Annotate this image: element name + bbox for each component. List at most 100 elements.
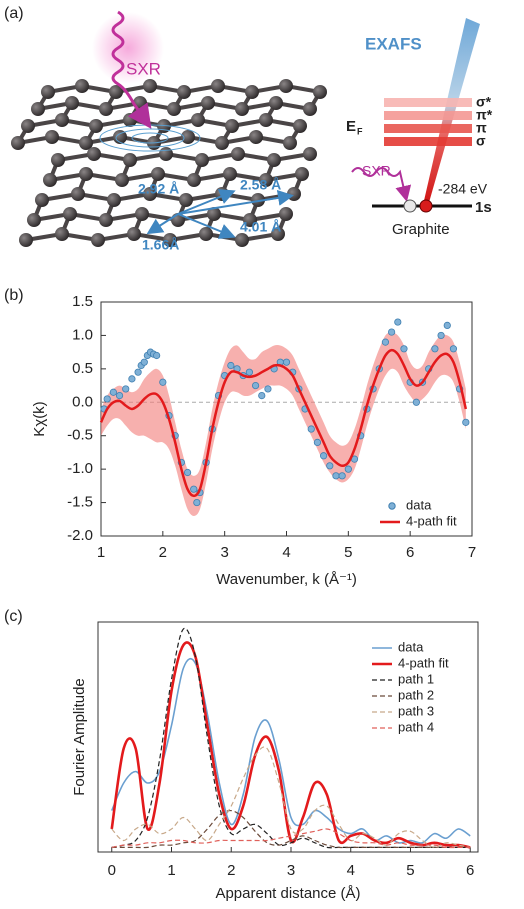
atom [11,136,25,150]
atom [287,187,301,201]
level-label: σ* [476,94,492,110]
atom [303,102,317,116]
x-tick-label: 6 [466,862,474,879]
atom [41,85,55,99]
energy-label: -284 eV [438,181,488,197]
data-point [313,438,322,446]
data-point [307,425,315,433]
legend-label: 4-path fit [406,513,457,528]
atom [245,85,259,99]
atom [235,102,249,116]
atom [313,85,327,99]
charts: (b) 1 2 3 4 5 6 7 1.5 1.0 0.5 0.0 -0.5 -1.0 -1.5 -2.0 Wa… [4,287,479,902]
x-tick-label: 5 [406,862,414,879]
atom [269,96,283,110]
atom [151,167,165,181]
y-tick-label: -2.0 [67,527,93,544]
y-tick-label: -0.5 [67,427,93,444]
atom [21,119,35,133]
level [384,137,472,146]
atom [115,173,129,187]
data-point [122,385,130,393]
distance-arrows [146,189,294,239]
glow [92,12,164,84]
atom [225,119,239,133]
data-point [437,331,445,340]
level-label: π* [476,107,493,123]
distance-label: 1.66Å [142,237,179,253]
fermi-subscript: F [357,126,363,136]
data-point [332,472,340,480]
series-line [99,348,468,498]
atom [71,187,85,201]
data-point [449,345,458,353]
data-point [338,472,346,480]
atom [87,147,101,161]
atom [143,79,157,93]
data-point [183,468,192,477]
atom [107,193,121,207]
x-tick-label: 2 [159,544,167,561]
atom [135,207,149,221]
x-tick-label: 6 [406,544,414,561]
legend-label: 4-path fit [398,655,449,670]
y-axis-label: Fourier Amplitude [71,678,88,796]
series-line [111,746,471,849]
atom [181,130,195,144]
atom [293,119,307,133]
level [384,111,472,120]
x-axis-label: Apparent distance (Å) [215,885,360,902]
atom [99,213,113,227]
data-point [251,381,260,390]
data-point [412,398,420,406]
series-line [111,809,471,849]
confidence-band [101,332,466,516]
atom [243,213,257,227]
atom [259,173,273,187]
fermi-label: E [346,118,356,135]
legend-label: data [406,497,432,512]
data-point [264,385,272,393]
x-tick-label: 7 [468,544,476,561]
data-point [394,318,402,326]
legend-label: path 2 [398,687,434,702]
atom [65,96,79,110]
x-tick-label: 4 [347,862,355,879]
atom [249,130,263,144]
data-point [400,345,408,353]
x-axis-label: Wavenumber, k (Å⁻¹) [216,571,357,588]
atom [267,153,281,167]
atom [55,227,69,241]
y-tick-label: 1.5 [72,293,93,310]
core-level-label: 1s [475,199,492,216]
data-point [103,395,111,403]
atom [201,96,215,110]
x-tick-label: 2 [227,862,235,879]
x-tick-label: 3 [287,862,295,879]
data-point [193,498,201,507]
data-point [190,485,198,493]
level [384,124,472,133]
atom [123,153,137,167]
legend-label: data [398,639,424,654]
atom [55,113,69,127]
data-point [431,345,439,353]
y-tick-label: -1.0 [67,460,93,477]
data-point [319,452,328,460]
y-tick-label: -1.5 [67,494,93,511]
atom [279,207,293,221]
x-tick-label: 1 [97,544,105,561]
atom [195,153,209,167]
atom [45,130,59,144]
y-axis-label: Kχ(k) [31,401,48,436]
distance-label: 4.01 Å [240,219,281,235]
atom [63,207,77,221]
plot-frame [97,621,479,853]
schematic: (a) SXR 2.92 Å 2.58 Å 4.01 Å 1.66Å EXAFS… [4,5,493,252]
atom [127,227,141,241]
material-label: Graphite [392,221,450,238]
sxr-wave [111,10,152,129]
series-line [110,641,471,849]
atom [123,113,137,127]
